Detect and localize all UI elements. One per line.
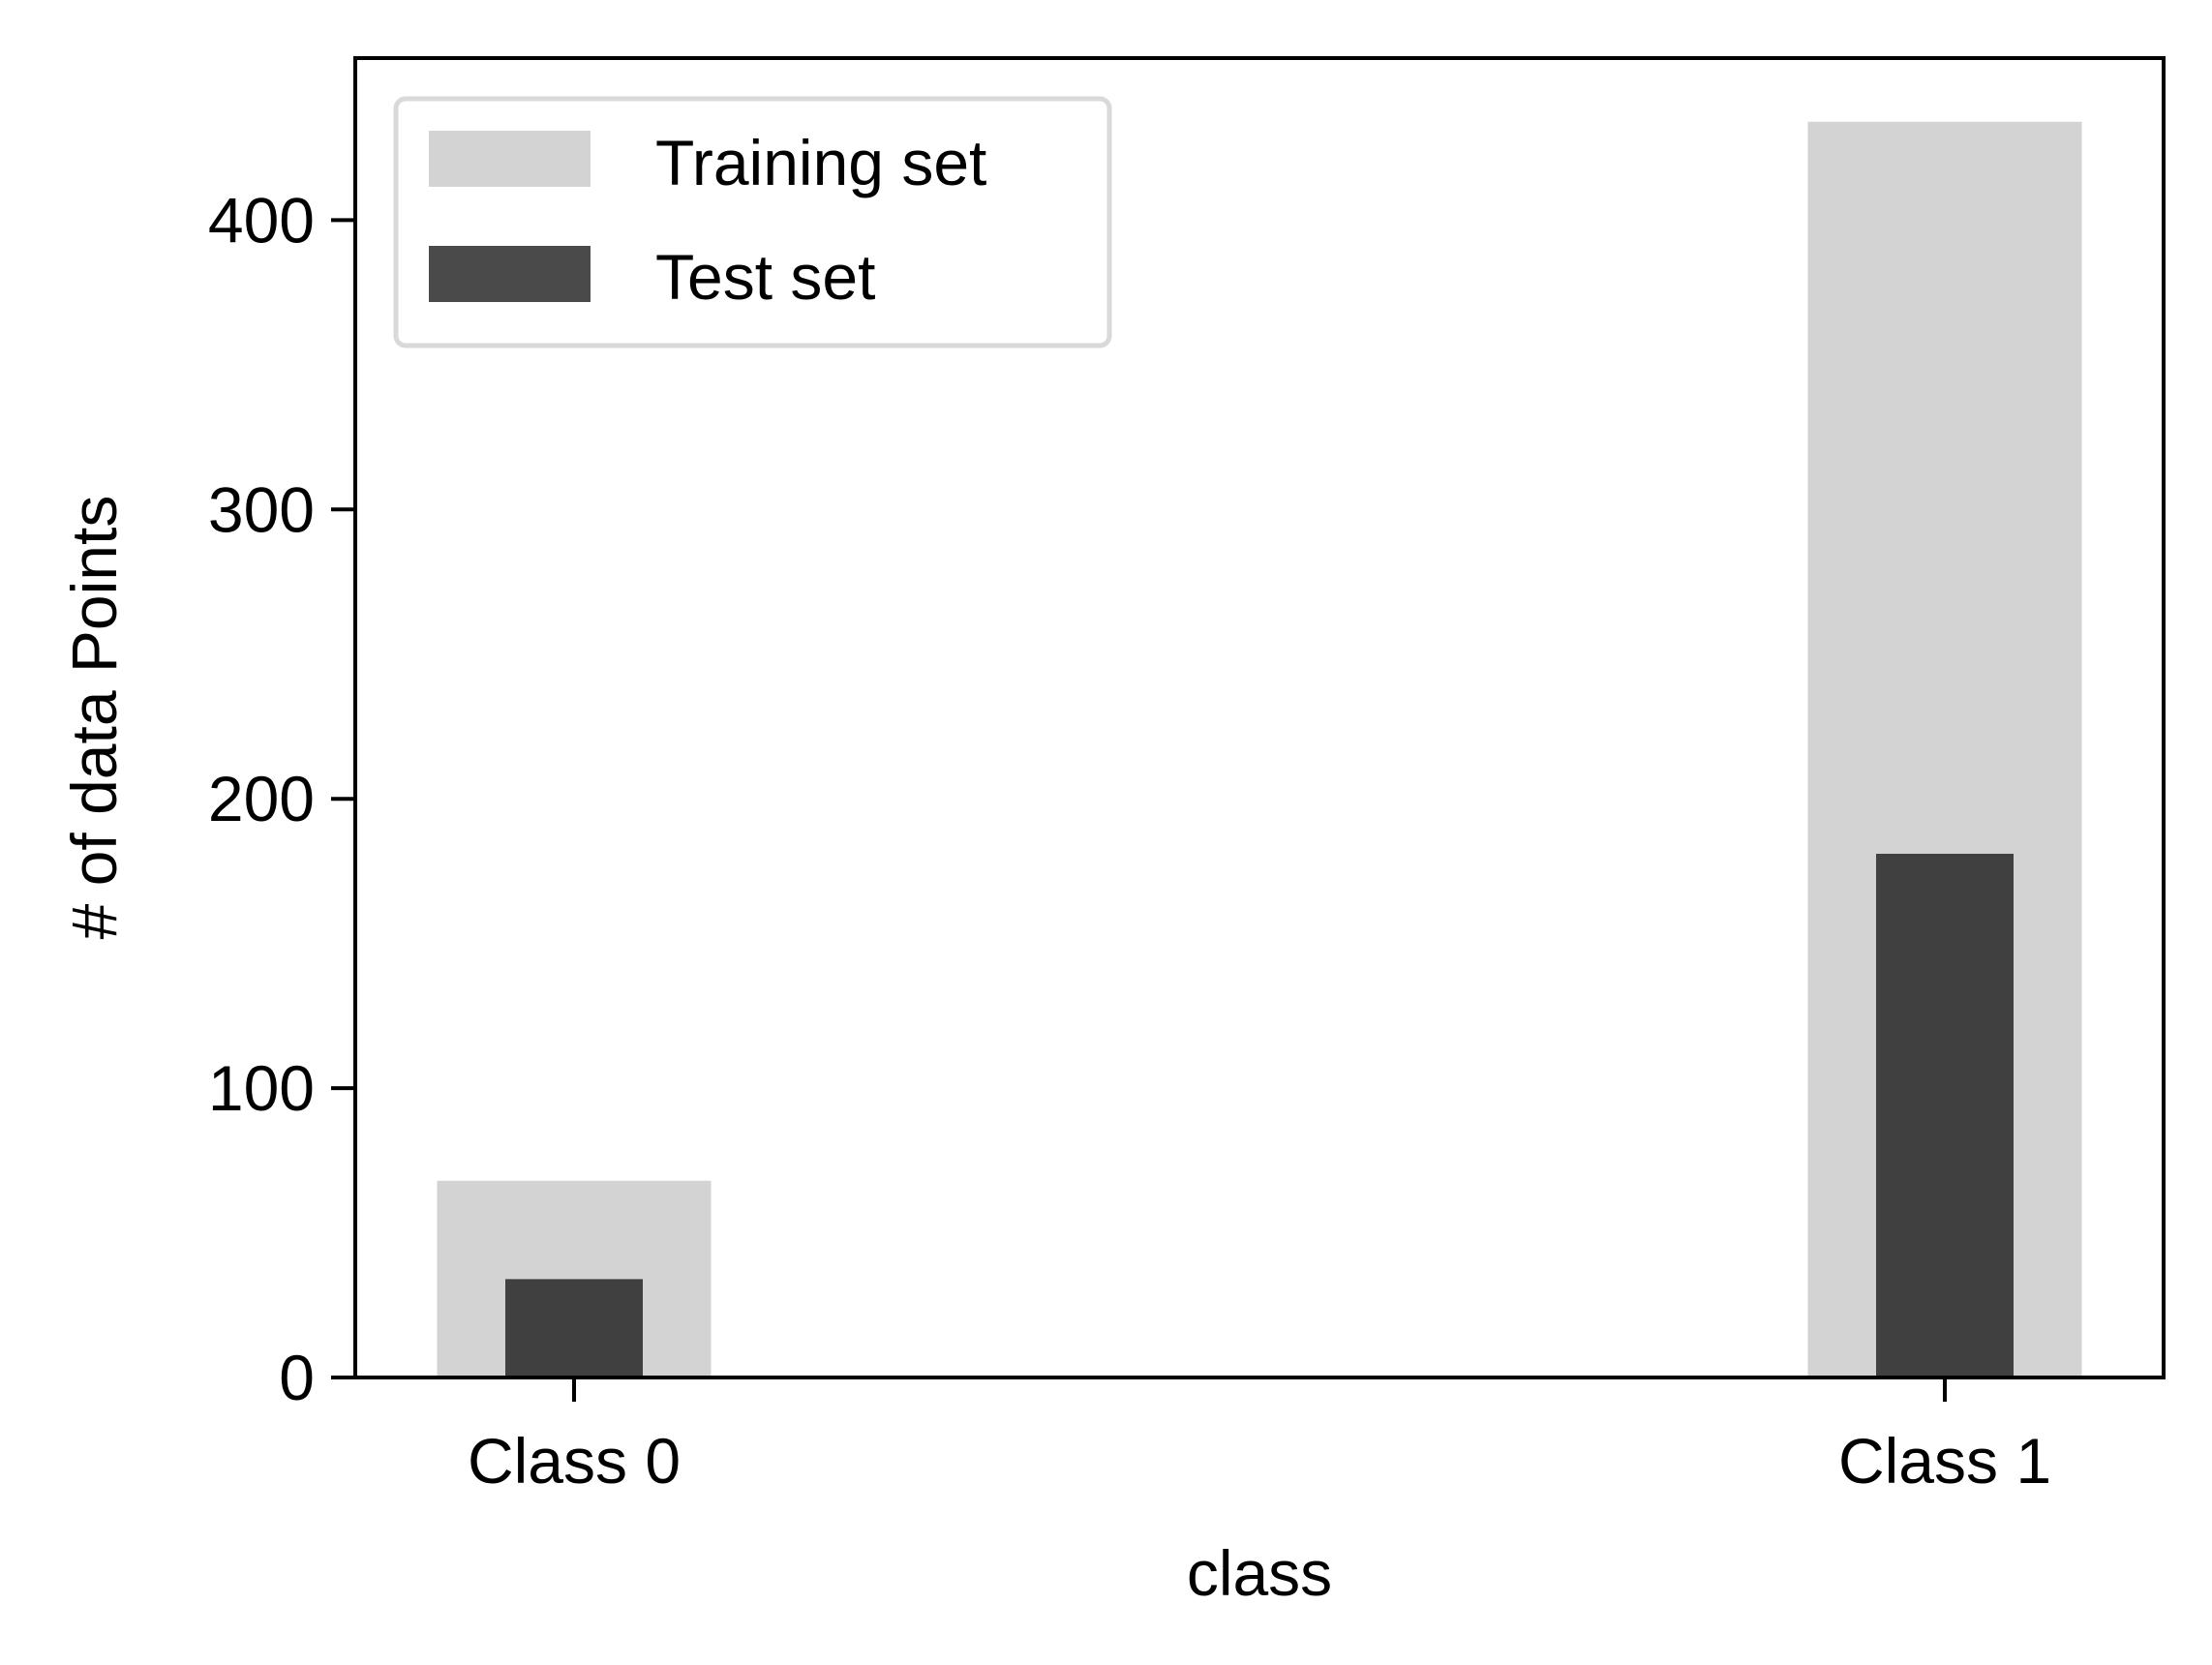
legend-swatch-test <box>429 246 591 302</box>
x-axis-title: class <box>1187 1537 1332 1609</box>
y-tick-label: 100 <box>208 1052 315 1124</box>
bar-test-0 <box>505 1279 643 1377</box>
x-axis-ticks: Class 0 Class 1 <box>468 1377 2051 1497</box>
legend: Training set Test set <box>393 96 1112 348</box>
y-axis-ticks: 0 100 200 300 400 <box>208 184 355 1413</box>
y-tick-label: 300 <box>208 473 315 545</box>
y-tick-label: 400 <box>208 184 315 256</box>
y-tick-label: 0 <box>279 1342 315 1413</box>
y-axis-title: # of data Points <box>58 496 130 940</box>
x-tick-label: Class 1 <box>1838 1425 2051 1497</box>
x-tick-label: Class 0 <box>468 1425 681 1497</box>
bar-test-1 <box>1876 853 2014 1377</box>
legend-label-training: Training set <box>655 127 986 198</box>
legend-label-test: Test set <box>655 241 875 313</box>
legend-swatch-training <box>429 131 591 187</box>
y-tick-label: 200 <box>208 763 315 834</box>
bars-group <box>437 121 2082 1377</box>
plot-area-frame <box>353 56 2166 1379</box>
